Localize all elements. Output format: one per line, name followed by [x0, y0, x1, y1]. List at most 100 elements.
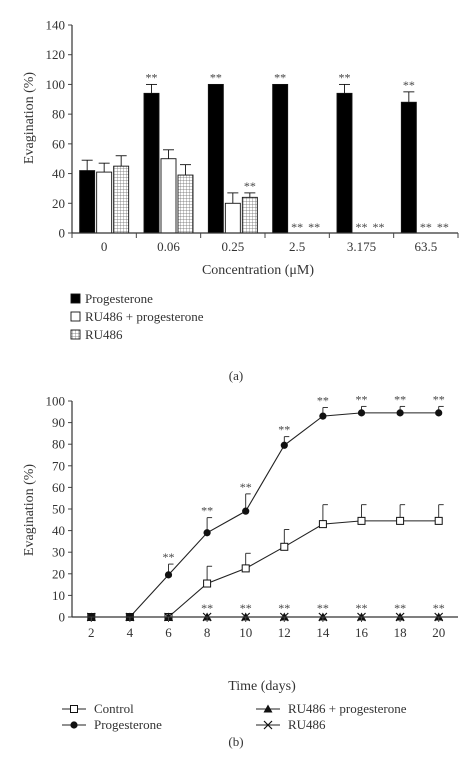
axes — [71, 25, 458, 234]
bar — [79, 170, 96, 234]
x-tick-label: 14 — [316, 625, 330, 640]
y-axis-ticks: 0 10 20 30 40 50 60 70 80 90 100 — [46, 394, 72, 625]
marker-square — [318, 520, 327, 529]
significance-mark: ** — [317, 393, 329, 407]
marker-circle — [319, 412, 327, 420]
x-tick-label: 2 — [88, 625, 95, 640]
y-axis-ticks: 0 20 40 60 80 100 120 140 — [46, 18, 72, 241]
marker-square — [357, 516, 366, 525]
x-tick-label: 18 — [394, 625, 407, 640]
error-bars — [81, 83, 415, 204]
x-tick-label: 6 — [165, 625, 172, 640]
series-lines — [91, 412, 439, 618]
y-tick-label: 80 — [52, 107, 65, 122]
y-tick-label: 60 — [52, 480, 65, 495]
marker-square — [241, 564, 250, 573]
significance-mark: ** — [240, 601, 252, 615]
significance-mark: ** — [274, 70, 286, 84]
x-axis-ticks: 2 4 6 8 10 12 14 16 18 20 — [88, 617, 445, 640]
marker-triangle — [263, 704, 273, 713]
x-tick-label: 4 — [127, 625, 134, 640]
x-tick-label: 8 — [204, 625, 211, 640]
significance-mark: ** — [210, 70, 222, 84]
bar — [177, 174, 194, 234]
significance-mark: ** — [317, 601, 329, 615]
significance-mark: ** — [278, 601, 290, 615]
significance-mark: ** — [308, 220, 320, 234]
significance-mark: ** — [433, 601, 445, 615]
significance-mark: ** — [240, 480, 252, 494]
legend-label: Control — [94, 701, 134, 716]
marker-circle — [164, 571, 173, 579]
y-tick-label: 40 — [52, 523, 65, 538]
y-tick-label: 80 — [52, 437, 65, 452]
marker-circle — [70, 721, 78, 729]
legend-swatch — [70, 293, 81, 304]
significance-mark: ** — [356, 392, 368, 406]
bars — [79, 83, 417, 234]
significance-mark: ** — [146, 70, 158, 84]
legend-label: RU486 + progesterone — [85, 309, 204, 324]
error-bars — [168, 405, 444, 584]
marker-square — [434, 516, 443, 525]
significance-mark: ** — [433, 392, 445, 406]
legend-label: Progesterone — [85, 291, 153, 306]
axes — [71, 401, 458, 618]
panel-label: (a) — [229, 368, 243, 383]
bar — [336, 92, 353, 234]
y-tick-label: 50 — [52, 502, 65, 517]
bar — [96, 171, 113, 234]
bar — [160, 158, 177, 234]
bar — [400, 101, 417, 234]
legend-label: Progesterone — [94, 717, 162, 732]
significance-mark: ** — [163, 550, 175, 564]
significance-mark: ** — [356, 220, 368, 234]
marker-square — [203, 579, 212, 588]
x-axis-title: Time (days) — [228, 679, 296, 694]
bar — [207, 83, 224, 234]
x-tick-label: 0.25 — [221, 239, 244, 254]
significance-mark: ** — [403, 78, 415, 92]
marker-circle — [242, 507, 250, 515]
significance-mark: ** — [244, 179, 256, 193]
y-tick-label: 10 — [52, 588, 65, 603]
y-tick-label: 60 — [52, 136, 65, 151]
y-tick-label: 140 — [46, 18, 66, 33]
y-tick-label: 20 — [52, 566, 65, 581]
significance-mark: ** — [339, 70, 351, 84]
x-tick-label: 3.175 — [347, 239, 376, 254]
significance-mark: ** — [420, 220, 432, 234]
x-tick-label: 16 — [355, 625, 369, 640]
significance-mark: ** — [278, 423, 290, 437]
x-tick-label: 12 — [278, 625, 291, 640]
series-line — [91, 412, 439, 618]
y-tick-label: 100 — [46, 394, 66, 409]
marker-circle — [357, 409, 366, 417]
bar — [224, 202, 241, 234]
marker-square — [70, 705, 78, 713]
x-tick-label: 2.5 — [289, 239, 305, 254]
x-axis-title: Concentration (μM) — [202, 263, 314, 278]
y-tick-label: 90 — [52, 415, 65, 430]
x-tick-label: 63.5 — [414, 239, 437, 254]
bar — [272, 83, 289, 234]
marker-circle — [203, 529, 211, 537]
y-tick-label: 0 — [59, 226, 66, 241]
bar — [241, 196, 258, 234]
y-tick-label: 100 — [46, 77, 66, 92]
significance-mark: ** — [394, 601, 406, 615]
y-tick-label: 0 — [59, 610, 66, 625]
bar — [113, 165, 130, 234]
series-markers — [86, 409, 444, 622]
significance-marks: ** ** ** ** ** ** ** ** ** ** ** ** ** ** ** — [163, 392, 445, 615]
marker-circle — [396, 409, 404, 417]
y-tick-label: 120 — [46, 47, 66, 62]
x-tick-label: 0 — [101, 239, 108, 254]
x-tick-label: 10 — [239, 625, 252, 640]
significance-mark: ** — [201, 601, 213, 615]
significance-marks: ** ** ** ** ** ** ** ** ** ** ** ** — [146, 70, 449, 234]
legend-label: RU486 — [85, 327, 123, 342]
